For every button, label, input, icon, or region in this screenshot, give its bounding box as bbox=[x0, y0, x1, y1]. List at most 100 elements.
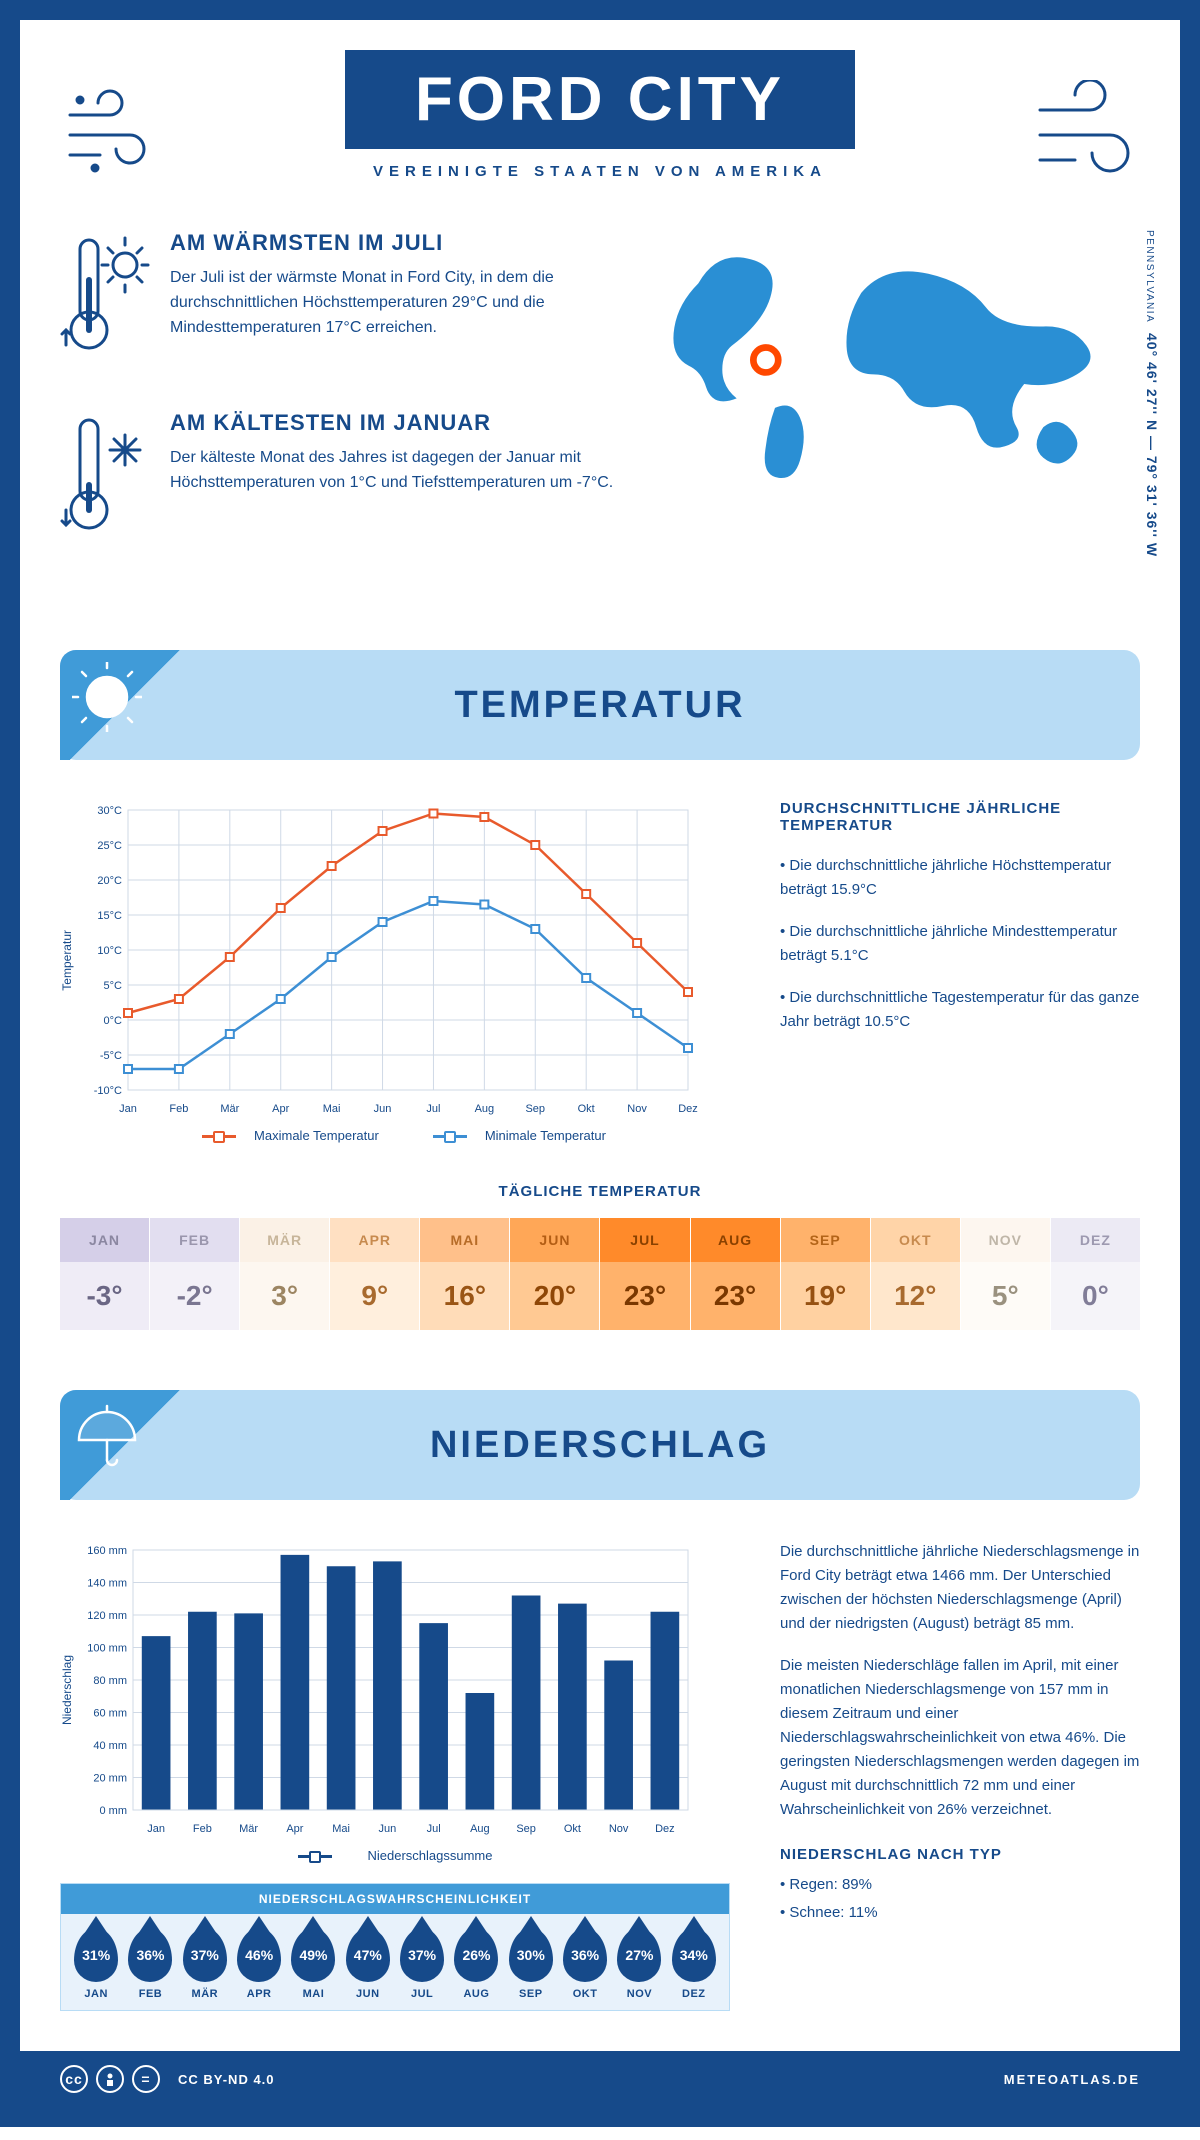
daily-temp-cell: MAI16° bbox=[420, 1218, 510, 1330]
intro-row: AM WÄRMSTEN IM JULI Der Juli ist der wär… bbox=[60, 230, 1140, 590]
precip-legend: Niederschlagssumme bbox=[368, 1848, 493, 1863]
coldest-section: AM KÄLTESTEN IM JANUAR Der kälteste Mona… bbox=[60, 410, 620, 555]
probability-cell: 31%JAN bbox=[69, 1928, 123, 2000]
svg-text:Jul: Jul bbox=[426, 1103, 440, 1115]
svg-text:5°C: 5°C bbox=[104, 980, 123, 992]
svg-text:Mär: Mär bbox=[239, 1823, 258, 1835]
svg-text:Aug: Aug bbox=[470, 1823, 490, 1835]
svg-text:Okt: Okt bbox=[578, 1103, 595, 1115]
probability-cell: 47%JUN bbox=[341, 1928, 395, 2000]
svg-text:Mai: Mai bbox=[332, 1823, 350, 1835]
daily-temp-heading: TÄGLICHE TEMPERATUR bbox=[60, 1183, 1140, 1200]
svg-text:Mai: Mai bbox=[323, 1103, 341, 1115]
chart-y-label: Temperatur bbox=[60, 930, 74, 991]
country-name: VEREINIGTE STAATEN VON AMERIKA bbox=[60, 163, 1140, 180]
legend-item: Maximale Temperatur bbox=[184, 1128, 379, 1143]
daily-temp-cell: APR9° bbox=[330, 1218, 420, 1330]
svg-text:Dez: Dez bbox=[655, 1823, 675, 1835]
precip-type-heading: NIEDERSCHLAG NACH TYP bbox=[780, 1846, 1140, 1863]
precip-type-bullet: • Regen: 89% bbox=[780, 1873, 1140, 1897]
svg-text:Okt: Okt bbox=[564, 1823, 581, 1835]
svg-text:40 mm: 40 mm bbox=[93, 1740, 127, 1752]
coldest-title: AM KÄLTESTEN IM JANUAR bbox=[170, 410, 620, 436]
svg-text:0 mm: 0 mm bbox=[100, 1805, 128, 1817]
svg-text:120 mm: 120 mm bbox=[87, 1610, 127, 1622]
daily-temp-cell: DEZ0° bbox=[1051, 1218, 1140, 1330]
city-title: FORD CITY bbox=[345, 50, 855, 149]
svg-text:60 mm: 60 mm bbox=[93, 1708, 127, 1720]
warmest-section: AM WÄRMSTEN IM JULI Der Juli ist der wär… bbox=[60, 230, 620, 375]
svg-text:20 mm: 20 mm bbox=[93, 1773, 127, 1785]
temperature-summary: DURCHSCHNITTLICHE JÄHRLICHE TEMPERATUR •… bbox=[780, 800, 1140, 1143]
svg-text:Dez: Dez bbox=[678, 1103, 698, 1115]
umbrella-icon bbox=[60, 1390, 190, 1500]
probability-cell: 37%MÄR bbox=[178, 1928, 232, 2000]
svg-text:Jun: Jun bbox=[374, 1103, 392, 1115]
daily-temp-cell: MÄR3° bbox=[240, 1218, 330, 1330]
svg-text:10°C: 10°C bbox=[97, 945, 122, 957]
daily-temp-cell: SEP19° bbox=[781, 1218, 871, 1330]
thermometer-snow-icon bbox=[60, 410, 150, 555]
section-temperature-header: TEMPERATUR bbox=[60, 650, 1140, 760]
world-map: PENNSYLVANIA 40° 46' 27'' N — 79° 31' 36… bbox=[660, 230, 1140, 590]
wind-icon bbox=[1020, 80, 1140, 180]
sun-icon bbox=[60, 650, 190, 760]
svg-text:Mär: Mär bbox=[220, 1103, 239, 1115]
svg-text:Jan: Jan bbox=[119, 1103, 137, 1115]
svg-text:140 mm: 140 mm bbox=[87, 1578, 127, 1590]
svg-text:Apr: Apr bbox=[286, 1823, 303, 1835]
svg-text:-5°C: -5°C bbox=[100, 1050, 122, 1062]
svg-text:Sep: Sep bbox=[516, 1823, 536, 1835]
probability-cell: 27%NOV bbox=[612, 1928, 666, 2000]
svg-text:100 mm: 100 mm bbox=[87, 1643, 127, 1655]
section-title: TEMPERATUR bbox=[454, 684, 745, 727]
probability-heading: NIEDERSCHLAGSWAHRSCHEINLICHKEIT bbox=[61, 1884, 729, 1914]
svg-text:15°C: 15°C bbox=[97, 910, 122, 922]
precipitation-chart: Niederschlag 0 mm 20 mm 40 mm 60 mm 80 mm 100… bbox=[60, 1540, 730, 2011]
svg-text:-10°C: -10°C bbox=[94, 1085, 122, 1097]
daily-temp-cell: JAN-3° bbox=[60, 1218, 150, 1330]
svg-text:80 mm: 80 mm bbox=[93, 1675, 127, 1687]
temp-summary-heading: DURCHSCHNITTLICHE JÄHRLICHE TEMPERATUR bbox=[780, 800, 1140, 834]
svg-text:20°C: 20°C bbox=[97, 875, 122, 887]
precip-type-bullet: • Schnee: 11% bbox=[780, 1901, 1140, 1925]
wind-icon bbox=[60, 80, 180, 180]
svg-text:Aug: Aug bbox=[475, 1103, 495, 1115]
precip-text-2: Die meisten Niederschläge fallen im Apri… bbox=[780, 1654, 1140, 1822]
coords-label: 40° 46' 27'' N — 79° 31' 36'' W bbox=[1144, 333, 1160, 557]
probability-cell: 37%JUL bbox=[395, 1928, 449, 2000]
daily-temp-cell: JUN20° bbox=[510, 1218, 600, 1330]
svg-text:Nov: Nov bbox=[627, 1103, 647, 1115]
precipitation-summary: Die durchschnittliche jährliche Niedersc… bbox=[780, 1540, 1140, 1929]
by-icon bbox=[96, 2065, 124, 2093]
daily-temp-cell: FEB-2° bbox=[150, 1218, 240, 1330]
svg-text:Feb: Feb bbox=[169, 1103, 188, 1115]
warmest-text: Der Juli ist der wärmste Monat in Ford C… bbox=[170, 266, 620, 340]
chart-y-label: Niederschlag bbox=[60, 1655, 74, 1725]
svg-text:0°C: 0°C bbox=[104, 1015, 123, 1027]
warmest-title: AM WÄRMSTEN IM JULI bbox=[170, 230, 620, 256]
site-name: METEOATLAS.DE bbox=[1004, 2072, 1140, 2087]
header: FORD CITY VEREINIGTE STAATEN VON AMERIKA bbox=[60, 50, 1140, 180]
temp-summary-bullet: • Die durchschnittliche jährliche Mindes… bbox=[780, 920, 1140, 968]
probability-cell: 36%FEB bbox=[123, 1928, 177, 2000]
svg-text:Jan: Jan bbox=[147, 1823, 165, 1835]
section-title: NIEDERSCHLAG bbox=[430, 1424, 770, 1467]
probability-cell: 26%AUG bbox=[449, 1928, 503, 2000]
temp-summary-bullet: • Die durchschnittliche jährliche Höchst… bbox=[780, 854, 1140, 902]
svg-text:Apr: Apr bbox=[272, 1103, 289, 1115]
cc-icon: cc bbox=[60, 2065, 88, 2093]
svg-text:25°C: 25°C bbox=[97, 840, 122, 852]
thermometer-sun-icon bbox=[60, 230, 150, 375]
probability-cell: 49%MAI bbox=[286, 1928, 340, 2000]
svg-text:Jun: Jun bbox=[379, 1823, 397, 1835]
probability-table: NIEDERSCHLAGSWAHRSCHEINLICHKEIT 31%JAN36… bbox=[60, 1883, 730, 2011]
svg-text:Feb: Feb bbox=[193, 1823, 212, 1835]
probability-cell: 30%SEP bbox=[504, 1928, 558, 2000]
temp-summary-bullet: • Die durchschnittliche Tagestemperatur … bbox=[780, 986, 1140, 1034]
legend-item: Minimale Temperatur bbox=[415, 1128, 606, 1143]
daily-temp-cell: NOV5° bbox=[961, 1218, 1051, 1330]
svg-text:30°C: 30°C bbox=[97, 805, 122, 817]
daily-temp-cell: AUG23° bbox=[691, 1218, 781, 1330]
svg-text:Jul: Jul bbox=[427, 1823, 441, 1835]
